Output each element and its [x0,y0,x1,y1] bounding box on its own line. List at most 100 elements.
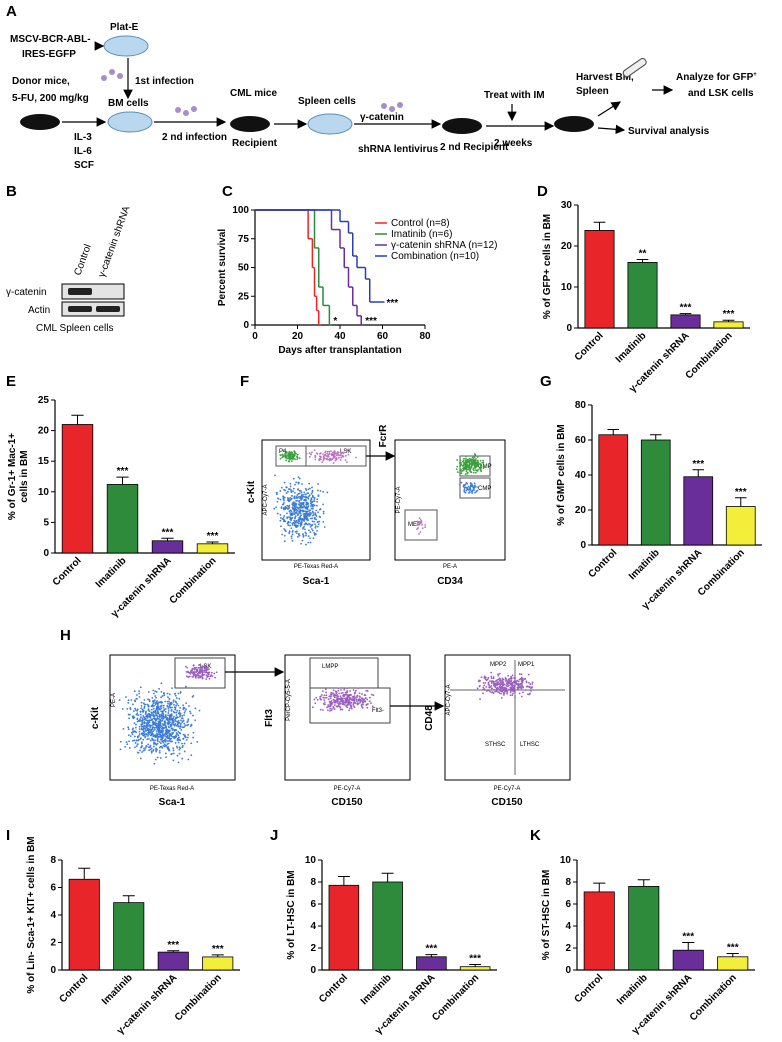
flow-dot [171,740,173,743]
flow-dot [125,741,128,743]
flow-dot [337,456,340,459]
flow-dot [302,533,304,536]
flow-dot [310,492,313,495]
flow-dot [466,464,469,467]
flow-dot [286,457,289,460]
flow-dot [165,733,168,736]
flow-dot [468,464,471,466]
flow-dot [479,462,481,465]
y-tick-label: 6 [565,899,571,910]
flow-dot [148,724,151,727]
flow-dot [294,530,297,533]
bar [627,261,658,329]
flow-dot [199,676,201,679]
x-tick-label: Imatinib [359,972,394,1007]
y-tick-label: 10 [561,282,573,293]
flow-dot [275,493,278,496]
flow-dot [518,673,521,675]
flow-dot [531,683,534,685]
flow-dot [292,502,295,505]
label: Donor mice, [12,76,70,87]
flow-dot [143,747,145,750]
label: γ-catenin [360,112,404,123]
flow-dot [153,704,156,707]
flow-dot [336,697,338,699]
flow-dot [338,705,341,708]
flow-dot [419,519,422,521]
flow-dot [143,724,145,727]
flow-dot [507,678,510,681]
flow-dot [173,703,175,706]
bar [584,230,615,329]
flow-dot [473,456,476,459]
error-bar [211,954,224,957]
flow-dot [178,736,180,739]
flow-dot [308,452,311,454]
flow-dot [505,677,507,680]
flow-dot [173,711,176,714]
flow-dot [326,450,329,453]
flow-dot [309,541,312,544]
flow-dot [136,718,139,721]
flow-dot [317,511,319,514]
flow-dot [304,528,306,531]
flow-dot [320,694,323,696]
x-tick-label: 20 [292,331,304,342]
flow-dot [500,690,503,692]
flow-dot [316,453,319,455]
flow-dot [142,738,145,741]
flow-dot [284,507,287,510]
flow-dot [144,749,146,751]
flow-dot [480,676,483,679]
flow-dot [294,520,296,523]
flow-dot [465,470,468,473]
flow-dot [308,455,311,458]
flow-dot [155,708,158,711]
flow-dot [458,483,461,486]
flow-dot [309,511,311,514]
error-bar [71,414,84,425]
flow-dot [201,666,204,669]
flow-dot [331,707,333,710]
gate [174,657,226,689]
flow-dot [287,524,290,526]
flow-dot [174,700,177,703]
flow-dot [349,697,352,699]
flow-dot [276,492,278,494]
flow-dot [127,701,130,704]
flow-dot [332,706,335,709]
flow-dot [311,486,313,489]
flow-dot [298,489,301,492]
flow-dot [172,723,175,726]
flow-dot [189,712,192,715]
flow-dot [166,705,169,708]
flow-dot [161,731,164,733]
flow-dot [174,720,177,722]
flow-dot [468,491,471,493]
flow-dot [153,692,155,695]
flow-dot [293,517,296,520]
flow-dot [172,747,175,750]
flow-dot [300,496,302,499]
flow-dot [135,745,138,748]
error-bar [167,950,180,953]
gate-label: LSK [340,449,351,455]
panel-letter: D [537,183,548,200]
bar [113,902,145,971]
flow-dot [143,726,145,728]
flow-dot [162,722,164,725]
flow-dot [169,713,172,716]
flow-dot [193,668,196,671]
flow-dot [192,714,194,717]
error-bar [206,541,219,544]
flow-dot [175,717,178,720]
flow-dot [139,749,141,752]
flow-dot [286,517,289,519]
flow-dot [156,717,159,720]
flow-dot [323,526,326,528]
flow-dot [305,534,307,537]
flow-dot [337,451,339,454]
flow-dot [497,673,499,676]
label: 2 nd Recipient [440,142,509,153]
flow-dot [180,729,183,731]
